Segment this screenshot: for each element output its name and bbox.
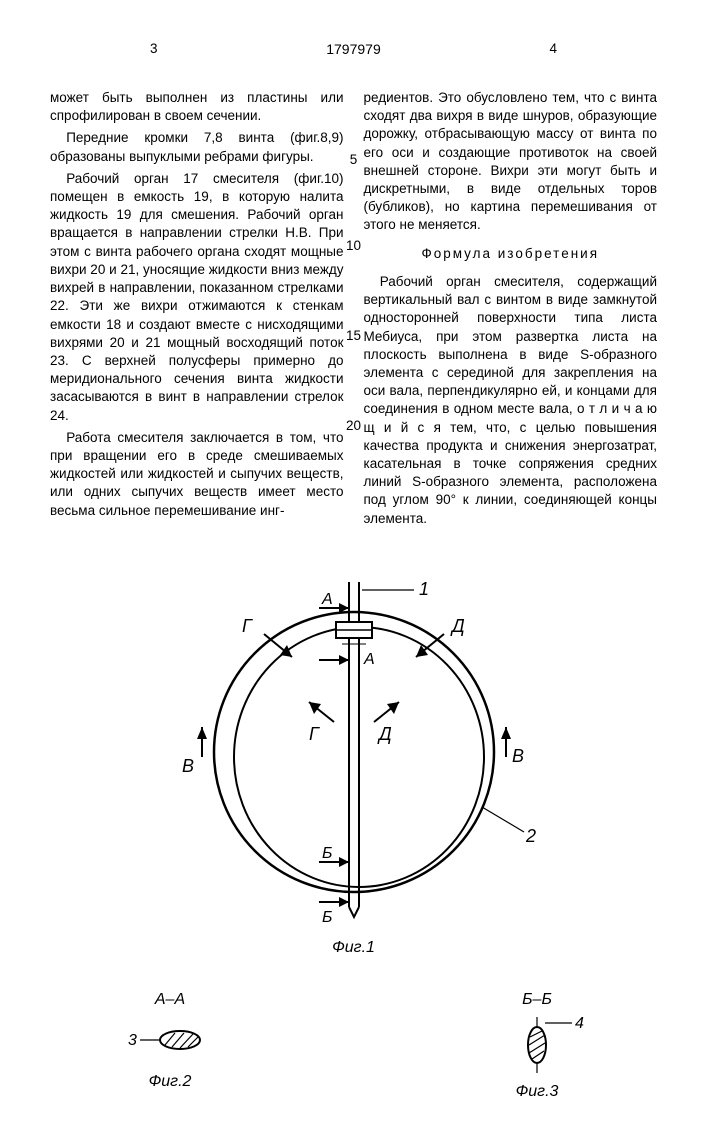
column-right: редиентов. Это обусловлено тем, что с ви… [364, 89, 658, 532]
paragraph: Рабочий орган 17 смесителя (фиг.10) поме… [50, 170, 344, 425]
page-number-left: 3 [150, 40, 158, 58]
document-number: 1797979 [50, 40, 657, 59]
line-number: 20 [346, 417, 361, 435]
section-arrow-G-inner: Г [309, 702, 334, 744]
paragraph: Передние кромки 7,8 винта (фиг.8,9) обра… [50, 129, 344, 165]
section-arrow-D-right: Д [416, 616, 465, 657]
section-arrow-V-left: В [182, 727, 207, 776]
figures-area: 1 2 Г Г Д Д А [50, 562, 657, 1102]
svg-text:3: 3 [128, 1032, 137, 1049]
svg-text:Б: Б [322, 909, 332, 926]
svg-text:В: В [512, 746, 524, 766]
svg-text:Д: Д [377, 724, 392, 744]
svg-text:В: В [182, 756, 194, 776]
callout-1: 1 [419, 579, 429, 599]
formula-title: Формула изобретения [364, 245, 658, 263]
svg-text:Г: Г [309, 724, 320, 744]
paragraph: Рабочий орган смесителя, содержащий верт… [364, 273, 658, 528]
figure-2: А–А 3 Фиг.2 [110, 989, 230, 1102]
line-number: 5 [350, 151, 358, 169]
line-number: 10 [346, 237, 361, 255]
column-left: может быть выполнен из пластины или спро… [50, 89, 344, 532]
page-number-right: 4 [549, 40, 557, 58]
section-arrow-B-bottom: Б [319, 897, 349, 926]
svg-text:Б: Б [322, 845, 332, 862]
svg-text:А: А [363, 651, 375, 668]
figure-3: Б–Б 4 Фиг.3 [477, 989, 597, 1102]
paragraph: Работа смесителя заключается в том, что … [50, 429, 344, 520]
section-arrow-A-top: А [319, 591, 349, 613]
section-arrow-D-inner: Д [374, 702, 399, 744]
paragraph: редиентов. Это обусловлено тем, что с ви… [364, 89, 658, 235]
figure-1: 1 2 Г Г Д Д А [154, 562, 554, 932]
figure-2-label: Фиг.2 [110, 1071, 230, 1093]
svg-text:4: 4 [575, 1015, 584, 1032]
figure-3-label: Фиг.3 [477, 1081, 597, 1103]
section-arrow-G-left: Г [242, 616, 292, 657]
figure-1-label: Фиг.1 [50, 937, 657, 959]
section-arrow-B-top: Б [319, 845, 349, 867]
section-arrow-A-bottom: А [319, 651, 375, 668]
line-number: 15 [346, 327, 361, 345]
callout-2: 2 [525, 826, 536, 846]
svg-text:А: А [321, 591, 333, 608]
svg-text:Г: Г [242, 616, 253, 636]
paragraph: может быть выполнен из пластины или спро… [50, 89, 344, 125]
page-header: 3 1797979 4 [50, 40, 657, 59]
section-arrow-V-right: В [501, 727, 524, 766]
svg-text:Д: Д [450, 616, 465, 636]
